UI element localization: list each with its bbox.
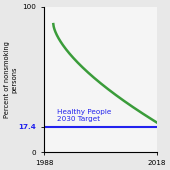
Text: Healthy People
2030 Target: Healthy People 2030 Target bbox=[57, 109, 112, 122]
Y-axis label: Percent of nonsmoking
persons: Percent of nonsmoking persons bbox=[4, 41, 17, 118]
